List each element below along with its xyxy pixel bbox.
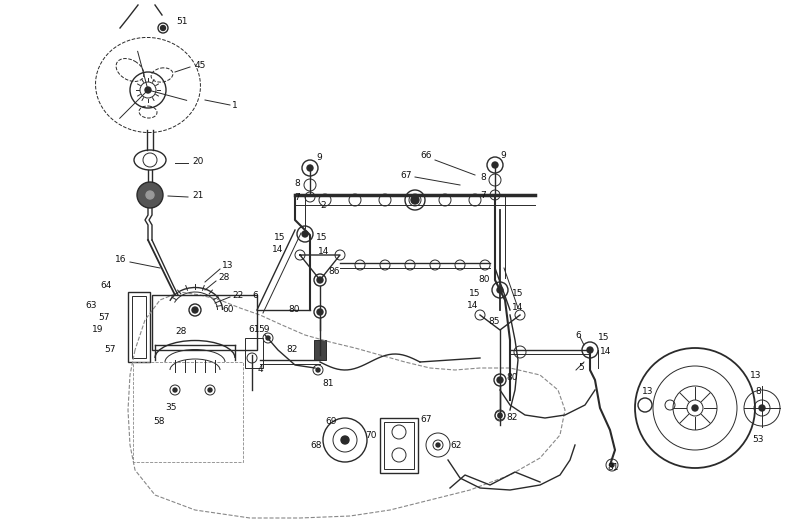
- Text: 15: 15: [469, 289, 480, 298]
- Text: 15: 15: [598, 334, 610, 343]
- Circle shape: [411, 196, 419, 204]
- Circle shape: [436, 443, 440, 447]
- Text: 63: 63: [85, 301, 97, 310]
- Text: 81: 81: [607, 463, 618, 472]
- Text: 2: 2: [320, 200, 326, 210]
- Text: 45: 45: [195, 61, 206, 70]
- Text: 80: 80: [506, 373, 518, 382]
- Circle shape: [146, 191, 154, 199]
- Text: 28: 28: [175, 327, 186, 336]
- Text: 14: 14: [512, 302, 523, 312]
- Circle shape: [316, 368, 320, 372]
- Text: 5: 5: [578, 363, 584, 372]
- Text: 57: 57: [104, 346, 115, 355]
- Text: 64: 64: [100, 280, 111, 290]
- Text: 4: 4: [258, 366, 264, 374]
- Text: 66: 66: [420, 151, 431, 160]
- Text: 51: 51: [176, 17, 187, 27]
- Text: 82: 82: [286, 346, 298, 355]
- Circle shape: [137, 182, 163, 208]
- Circle shape: [692, 405, 698, 411]
- Circle shape: [759, 405, 765, 411]
- Circle shape: [317, 309, 323, 315]
- Text: 1: 1: [232, 100, 238, 109]
- Text: 35: 35: [165, 404, 177, 413]
- Text: 14: 14: [600, 347, 611, 357]
- Text: 80: 80: [478, 276, 490, 285]
- Text: 8: 8: [294, 178, 300, 188]
- Text: 13: 13: [642, 388, 654, 396]
- Text: 67: 67: [400, 170, 411, 179]
- Text: 82: 82: [506, 414, 518, 423]
- Text: 7: 7: [294, 194, 300, 202]
- Circle shape: [317, 277, 323, 283]
- Text: 69: 69: [325, 417, 337, 426]
- Bar: [133, 362, 243, 462]
- Text: 53: 53: [752, 436, 763, 445]
- Circle shape: [498, 413, 502, 417]
- Bar: [128, 292, 150, 362]
- Bar: [152, 295, 257, 350]
- Bar: [314, 340, 326, 360]
- Circle shape: [145, 87, 151, 93]
- Circle shape: [266, 336, 270, 340]
- Circle shape: [173, 388, 177, 392]
- Circle shape: [587, 347, 593, 353]
- Text: 60: 60: [222, 305, 234, 314]
- Bar: [132, 296, 146, 358]
- Text: 15: 15: [316, 233, 327, 243]
- Text: 14: 14: [466, 301, 478, 310]
- Text: 15: 15: [274, 233, 285, 243]
- Text: 61: 61: [248, 325, 259, 335]
- Text: 80: 80: [289, 305, 300, 314]
- Circle shape: [341, 436, 349, 444]
- Text: 57: 57: [98, 313, 110, 323]
- Text: 6: 6: [252, 290, 258, 300]
- Text: 62: 62: [450, 440, 462, 449]
- Text: 13: 13: [750, 371, 762, 381]
- Text: 85: 85: [488, 317, 499, 326]
- Text: 19: 19: [92, 325, 103, 335]
- Text: 86: 86: [328, 267, 339, 277]
- Circle shape: [208, 388, 212, 392]
- Text: 9: 9: [316, 153, 322, 163]
- Text: 15: 15: [512, 289, 523, 298]
- Text: 14: 14: [272, 245, 283, 255]
- Text: 13: 13: [222, 260, 234, 269]
- Text: 58: 58: [153, 417, 165, 426]
- Text: 8: 8: [480, 174, 486, 183]
- Circle shape: [302, 231, 308, 237]
- Circle shape: [497, 377, 503, 383]
- Text: 70: 70: [365, 430, 377, 439]
- Text: 16: 16: [115, 256, 126, 265]
- Text: 7: 7: [480, 191, 486, 200]
- Bar: [245, 338, 263, 368]
- Circle shape: [498, 414, 502, 418]
- Circle shape: [161, 26, 166, 30]
- Circle shape: [307, 165, 313, 171]
- Text: 22: 22: [232, 290, 243, 300]
- Bar: [384, 422, 414, 469]
- Text: 68: 68: [310, 440, 322, 449]
- Text: 28: 28: [218, 274, 230, 282]
- Text: 21: 21: [192, 191, 203, 200]
- Circle shape: [610, 463, 614, 467]
- Text: 20: 20: [192, 157, 203, 166]
- Text: 14: 14: [318, 247, 330, 256]
- Text: 81: 81: [322, 379, 334, 388]
- Text: 9: 9: [500, 152, 506, 161]
- Circle shape: [492, 162, 498, 168]
- Circle shape: [192, 307, 198, 313]
- Text: 59: 59: [258, 325, 270, 335]
- Text: 67: 67: [420, 415, 431, 425]
- Bar: [380, 418, 418, 473]
- Circle shape: [497, 287, 503, 293]
- Text: 8: 8: [755, 388, 761, 396]
- Text: 6: 6: [575, 331, 581, 339]
